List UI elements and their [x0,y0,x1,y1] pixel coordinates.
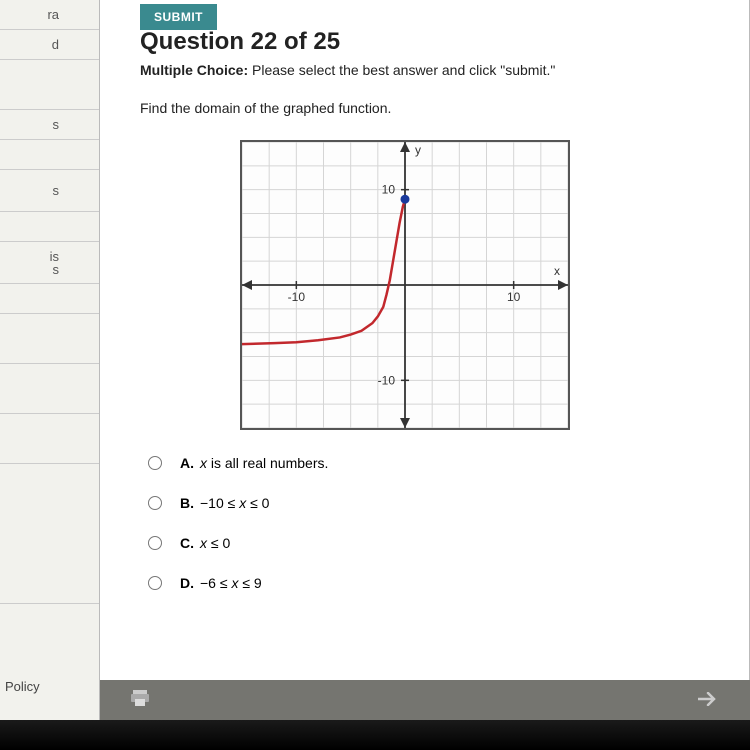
svg-text:y: y [415,143,421,157]
instruction-text: Multiple Choice: Please select the best … [140,62,555,78]
svg-text:x: x [554,264,560,278]
svg-text:10: 10 [382,183,396,197]
policy-link[interactable]: Policy [5,679,40,694]
sidebar-item[interactable]: s [0,110,99,140]
answer-option-b[interactable]: B. −10 ≤ x ≤ 0 [148,495,328,511]
question-prompt: Find the domain of the graphed function. [140,100,391,116]
next-arrow-icon[interactable] [698,689,720,712]
print-icon[interactable] [130,689,150,712]
svg-text:10: 10 [507,290,521,304]
question-title: Question 22 of 25 [140,28,340,56]
answer-list: A. x is all real numbers. B. −10 ≤ x ≤ 0… [148,455,328,615]
os-taskbar[interactable] [0,720,750,750]
instruction-bold: Multiple Choice: [140,62,248,78]
option-text: x ≤ 0 [200,535,230,551]
svg-text:-10: -10 [288,290,306,304]
sidebar-item[interactable]: s [0,170,99,212]
option-text: −10 ≤ x ≤ 0 [200,495,269,511]
sidebar-item[interactable] [0,60,99,110]
sidebar-item[interactable] [0,414,99,464]
radio-icon[interactable] [148,456,162,470]
radio-icon[interactable] [148,496,162,510]
sidebar-item[interactable] [0,212,99,242]
option-letter: B. [180,495,194,511]
option-letter: C. [180,535,194,551]
bottom-toolbar [100,680,750,720]
option-text: x is all real numbers. [200,455,328,471]
option-letter: A. [180,455,194,471]
sidebar-item[interactable] [0,314,99,364]
sidebar-item[interactable]: iss [0,242,99,284]
answer-option-c[interactable]: C. x ≤ 0 [148,535,328,551]
option-letter: D. [180,575,194,591]
answer-option-d[interactable]: D. −6 ≤ x ≤ 9 [148,575,328,591]
radio-icon[interactable] [148,576,162,590]
chart-svg: -10 10 -10 10 x y [242,142,568,428]
sidebar-item[interactable]: ra [0,0,99,30]
radio-icon[interactable] [148,536,162,550]
function-graph: -10 10 -10 10 x y [240,140,570,430]
option-text: −6 ≤ x ≤ 9 [200,575,262,591]
sidebar-item[interactable] [0,464,99,604]
main-content: SUBMIT Question 22 of 25 Multiple Choice… [100,0,750,720]
submit-button[interactable]: SUBMIT [140,4,217,30]
svg-text:-10: -10 [378,373,396,387]
instruction-rest: Please select the best answer and click … [248,62,555,78]
left-sidebar: ra d s s iss Policy [0,0,100,720]
sidebar-item[interactable] [0,364,99,414]
sidebar-item[interactable] [0,284,99,314]
sidebar-item[interactable] [0,140,99,170]
sidebar-item[interactable]: d [0,30,99,60]
answer-option-a[interactable]: A. x is all real numbers. [148,455,328,471]
